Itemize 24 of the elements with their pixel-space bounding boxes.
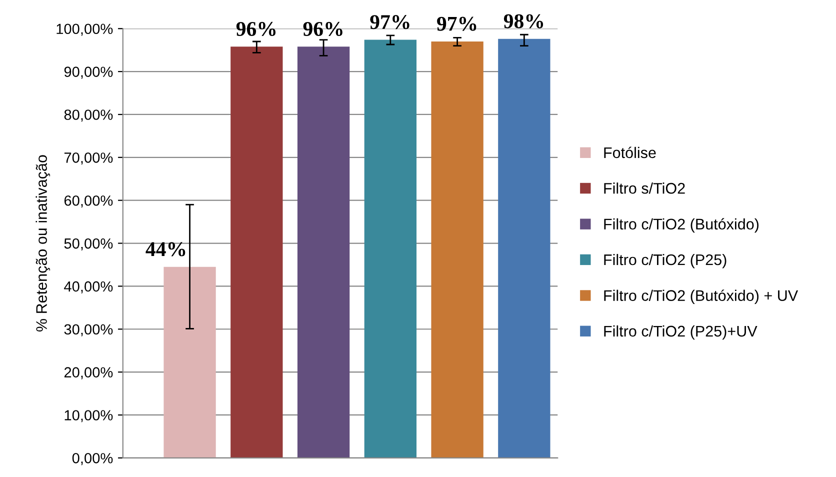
y-axis-title: % Retenção ou inativação	[36, 155, 50, 332]
data-label: 98%	[504, 14, 544, 28]
y-tick-label: 80,00%	[64, 110, 113, 122]
y-tick-label: 60,00%	[64, 195, 113, 208]
y-tick-label: 40,00%	[64, 281, 113, 294]
legend-label: Filtro c/TiO2 (Butóxido)	[604, 218, 759, 233]
legend-label: Filtro c/TiO2 (P25)	[604, 254, 726, 268]
y-tick-label: 20,00%	[64, 367, 113, 380]
y-tick-label: 70,00%	[64, 152, 113, 165]
data-label: 97%	[437, 16, 476, 31]
legend-label: Filtro s/TiO2	[604, 182, 685, 194]
y-tick-label: 0,00%	[72, 453, 113, 466]
y-tick-label: 100,00%	[56, 24, 113, 36]
legend-label: Filtro c/TiO2 (Butóxido) + UV	[604, 290, 798, 304]
data-label: 97%	[370, 15, 410, 30]
data-label: 44%	[146, 242, 186, 256]
y-tick-label: 10,00%	[64, 410, 113, 422]
legend-label: Filtro c/TiO2 (P25)+UV	[604, 325, 758, 340]
data-label: 96%	[303, 22, 342, 36]
y-tick-label: 50,00%	[64, 238, 113, 250]
y-tick-label: 30,00%	[64, 324, 113, 336]
legend-label: Fotólise	[604, 146, 656, 158]
data-label: 96%	[236, 22, 276, 36]
y-tick-label: 90,00%	[64, 66, 113, 79]
